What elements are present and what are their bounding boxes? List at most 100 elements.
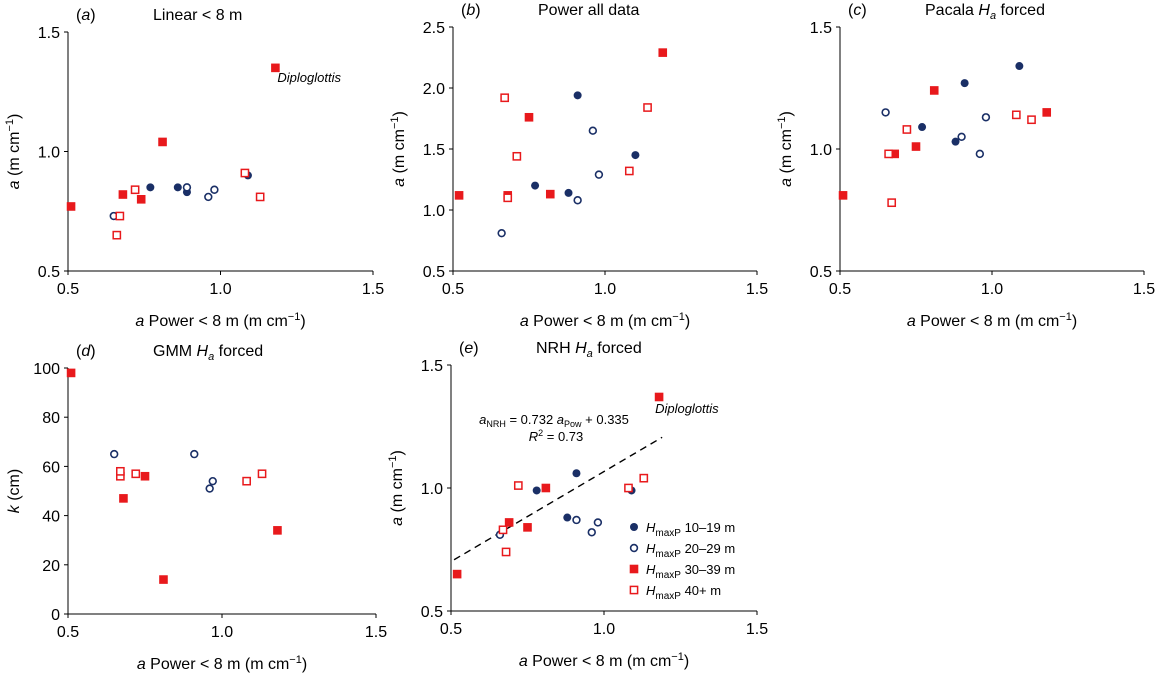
x-tick-label: 1.0: [211, 624, 233, 641]
data-point-h2: [205, 484, 214, 493]
regression-equation: aNRH = 0.732 aPow + 0.335: [479, 412, 629, 429]
data-point-h4: [624, 483, 633, 493]
data-point-h3: [159, 575, 168, 584]
panel-title: Power all data: [538, 2, 639, 19]
panel-c: 0.5 1.0 1.5 0.5 1.0 1.5 a Power < 8 m (m cm−1)…: [776, 2, 1155, 330]
x-tick-label: 0.5: [57, 624, 79, 641]
data-point-h3: [545, 189, 555, 199]
x-tick-label: 1.0: [593, 621, 615, 638]
x-tick-label: 1.5: [746, 621, 768, 638]
data-point-h4: [130, 185, 140, 195]
legend-label: HmaxP 30–39 m: [646, 562, 735, 581]
data-point-h1: [563, 513, 572, 522]
x-tick-label: 1.0: [594, 281, 616, 298]
data-point-h2: [975, 149, 985, 159]
y-tick-label: 100: [33, 361, 60, 378]
data-point-h3: [523, 523, 532, 532]
data-point-h4: [624, 166, 634, 176]
panel-letter: (b): [461, 2, 481, 19]
x-axis-title: a Power < 8 m (m cm−1): [137, 654, 307, 673]
data-point-h2: [587, 528, 596, 537]
y-axis-title: k (cm): [6, 469, 23, 513]
x-tick-label: 1.5: [362, 281, 384, 298]
y-tick-label: 1.5: [423, 142, 445, 159]
point-annotation: Diploglottis: [277, 70, 341, 85]
data-point-h4: [1011, 110, 1021, 120]
data-point-h3: [66, 202, 76, 211]
x-axis-title: a Power < 8 m (m cm−1): [520, 311, 690, 330]
y-tick-label: 0: [51, 607, 60, 624]
data-point-h3: [654, 392, 664, 402]
x-tick-label: 1.5: [1133, 281, 1155, 298]
data-point-h2: [588, 126, 598, 135]
data-point-h4: [639, 473, 649, 483]
y-tick-label: 1.0: [38, 145, 60, 162]
data-point-h4: [257, 469, 267, 479]
y-tick-label: 1.5: [38, 25, 60, 42]
panel-a: 0.5 1.0 1.5 0.5 1.0 1.5 a Power < 8 m (m cm−1)…: [4, 7, 384, 330]
y-tick-label: 0.5: [38, 264, 60, 281]
data-point-h3: [890, 149, 900, 159]
data-point-h4: [503, 193, 513, 203]
data-point-h2: [109, 449, 119, 459]
y-tick-label: 1.0: [421, 481, 443, 498]
data-point-h4: [884, 149, 893, 159]
x-tick-label: 0.5: [442, 281, 464, 298]
data-point-h1: [532, 486, 541, 495]
data-point-h1: [173, 183, 182, 192]
panel-letter: (c): [848, 2, 867, 19]
data-point-h1: [572, 469, 581, 478]
y-axis-title: a (m cm−1): [4, 114, 23, 190]
data-point-h2: [210, 185, 219, 194]
data-point-h4: [112, 230, 122, 240]
panel-title: GMM Ha forced: [153, 343, 263, 363]
data-point-h2: [208, 476, 217, 486]
data-point-h2: [881, 108, 890, 117]
panel-letter: (e): [459, 340, 479, 357]
panel-e: 0.5 1.0 1.5 0.5 1.0 1.5 a Power < 8 m (m cm−1)…: [387, 340, 768, 670]
data-point-h1: [573, 91, 582, 100]
panel-d: 0.5 1.0 1.5 0 20 40 60 80 100 a Power < 8 m (m cm…: [6, 343, 387, 673]
x-tick-label: 1.5: [365, 624, 387, 641]
data-point-h4: [498, 525, 508, 535]
data-point-h3: [929, 86, 939, 95]
y-tick-label: 0.5: [810, 264, 832, 281]
data-point-h4: [115, 211, 125, 221]
y-axis-title: a (m cm−1): [776, 111, 795, 187]
data-point-h4: [500, 93, 510, 103]
legend-label: HmaxP 20–29 m: [646, 541, 735, 560]
data-point-h2: [573, 196, 582, 205]
y-tick-label: 80: [42, 410, 60, 427]
data-point-h4: [242, 476, 251, 486]
data-point-h4: [513, 481, 523, 490]
data-point-h1: [146, 183, 155, 192]
panel-letter: (a): [76, 7, 96, 24]
data-point-h3: [524, 112, 534, 122]
data-point-h4: [1027, 115, 1036, 125]
data-point-h1: [1015, 62, 1024, 71]
data-point-h2: [204, 192, 213, 202]
data-point-h2: [594, 170, 604, 179]
data-point-h3: [454, 191, 464, 200]
x-axis-title: a Power < 8 m (m cm−1): [135, 311, 305, 330]
legend-label: HmaxP 10–19 m: [646, 520, 735, 539]
x-tick-label: 0.5: [57, 281, 79, 298]
data-point-h2: [497, 228, 506, 238]
regression-r2: R2 = 0.73: [529, 428, 584, 444]
data-point-h4: [501, 547, 511, 557]
panel-title: Pacala Ha forced: [925, 2, 1045, 22]
y-tick-label: 1.0: [423, 203, 445, 220]
y-axis-title: a (m cm−1): [387, 450, 406, 526]
legend-marker-h3: [629, 564, 639, 574]
data-point-h3: [504, 518, 514, 527]
data-point-h4: [116, 466, 125, 476]
y-tick-label: 60: [42, 459, 60, 476]
data-point-h4: [643, 103, 652, 112]
data-point-h3: [271, 63, 280, 73]
x-tick-label: 0.5: [829, 281, 851, 298]
panel-title: Linear < 8 m: [153, 7, 242, 24]
y-tick-label: 0.5: [421, 604, 443, 621]
data-point-h3: [541, 483, 551, 493]
data-point-h4: [887, 198, 897, 208]
